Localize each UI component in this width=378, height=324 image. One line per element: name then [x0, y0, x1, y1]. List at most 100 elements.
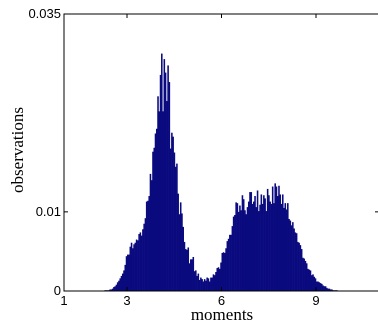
- histogram-bar: [190, 259, 192, 291]
- histogram-bar: [135, 239, 138, 291]
- histogram-bar: [318, 282, 321, 291]
- histogram-bar: [285, 209, 288, 291]
- histogram-bar: [168, 82, 171, 291]
- histogram-bar: [240, 210, 242, 291]
- histogram-bar: [145, 201, 148, 291]
- histogram-bar: [322, 285, 324, 291]
- histogram-bar: [116, 282, 119, 291]
- histogram-bar: [254, 196, 256, 291]
- histogram-bar: [278, 185, 280, 291]
- histogram-bar: [230, 234, 232, 291]
- histogram-bar: [179, 202, 182, 291]
- histogram-bar: [133, 244, 135, 291]
- histogram-bar: [154, 133, 157, 291]
- histogram-bar: [246, 207, 249, 291]
- histogram-bar: [245, 214, 247, 291]
- histogram-bar: [305, 263, 308, 291]
- histogram-bar: [241, 195, 244, 291]
- histogram-bar: [329, 289, 332, 291]
- histogram-bar: [149, 173, 152, 291]
- histogram-bar: [249, 192, 251, 291]
- histogram-bar: [173, 152, 176, 291]
- x-tick-label: 1: [60, 293, 67, 308]
- histogram-bar: [264, 198, 266, 291]
- histogram-bar: [193, 271, 196, 291]
- histogram-bar: [182, 226, 184, 291]
- histogram-bar: [242, 199, 245, 291]
- histogram-bar: [203, 279, 206, 291]
- histogram-bar: [259, 204, 261, 291]
- histogram-bar: [121, 273, 124, 291]
- histogram-bar: [276, 196, 279, 291]
- histogram-bar: [226, 241, 229, 291]
- histogram-bar: [128, 254, 130, 291]
- histogram-bar: [237, 211, 240, 291]
- histogram-bar: [174, 166, 177, 291]
- histogram-bar: [157, 96, 159, 291]
- histogram-bar: [271, 186, 274, 291]
- histogram-bar: [169, 148, 172, 291]
- histogram-bar: [197, 273, 200, 291]
- histogram-bar: [148, 196, 150, 291]
- histogram-bar: [273, 203, 275, 291]
- histogram-bar: [269, 201, 271, 291]
- histogram-bar: [216, 268, 219, 291]
- histogram-bar: [178, 214, 181, 291]
- histogram-bar: [326, 287, 328, 291]
- histogram-bar: [137, 240, 139, 291]
- histogram-bar: [147, 200, 149, 291]
- histogram-bar: [139, 232, 142, 291]
- histogram-bar: [221, 253, 224, 291]
- plot-frame: [63, 13, 378, 292]
- histogram-bar: [225, 248, 227, 291]
- histogram-bar: [281, 194, 284, 291]
- histogram-bar: [290, 225, 293, 291]
- histogram-bar: [217, 267, 220, 291]
- histogram-bar: [113, 287, 115, 291]
- histogram-bar: [313, 276, 316, 291]
- histogram-bar: [138, 234, 140, 291]
- histogram-bar: [310, 275, 313, 291]
- histogram-bar: [247, 201, 250, 291]
- histogram-bar: [303, 258, 305, 291]
- histogram-bar: [299, 245, 302, 291]
- histogram-bar: [210, 277, 212, 291]
- histogram-bar: [251, 203, 254, 291]
- histogram-bar: [202, 281, 205, 291]
- y-tick-label: 0: [54, 283, 61, 298]
- histogram-bar: [215, 272, 217, 291]
- histogram-bar: [256, 190, 259, 291]
- histogram-bar: [119, 278, 121, 291]
- histogram-bar: [250, 192, 253, 291]
- histogram-bar: [309, 270, 312, 291]
- histogram-bar: [132, 248, 134, 291]
- histogram-bar: [258, 211, 260, 291]
- histogram-bar: [316, 281, 318, 291]
- histogram-bar: [244, 210, 246, 291]
- histogram-bar: [153, 147, 156, 291]
- y-axis-title: observations: [8, 107, 27, 193]
- histogram-bar: [177, 193, 179, 291]
- histogram-bar: [218, 268, 221, 291]
- histogram-bar: [255, 207, 258, 291]
- histogram-bars: [104, 53, 338, 291]
- histogram-bar: [200, 277, 202, 291]
- histogram-bar: [143, 223, 145, 291]
- histogram-bar: [196, 275, 198, 291]
- histogram-bar: [162, 111, 164, 291]
- histogram-bar: [205, 280, 207, 291]
- histogram-bar: [191, 259, 193, 291]
- histogram-bar: [188, 263, 191, 291]
- x-tick-label: 9: [312, 293, 319, 308]
- histogram-bar: [323, 286, 326, 291]
- histogram-bar: [266, 188, 269, 291]
- histogram-bar: [155, 128, 158, 291]
- histogram-bar: [324, 286, 327, 291]
- histogram-bar: [275, 186, 278, 291]
- histogram-bar: [302, 257, 304, 291]
- y-tick-label: 0.01: [36, 204, 61, 219]
- histogram-bar: [184, 249, 187, 291]
- histogram-bar: [110, 289, 113, 291]
- histogram-bar: [211, 277, 213, 291]
- histogram-bar: [292, 222, 294, 291]
